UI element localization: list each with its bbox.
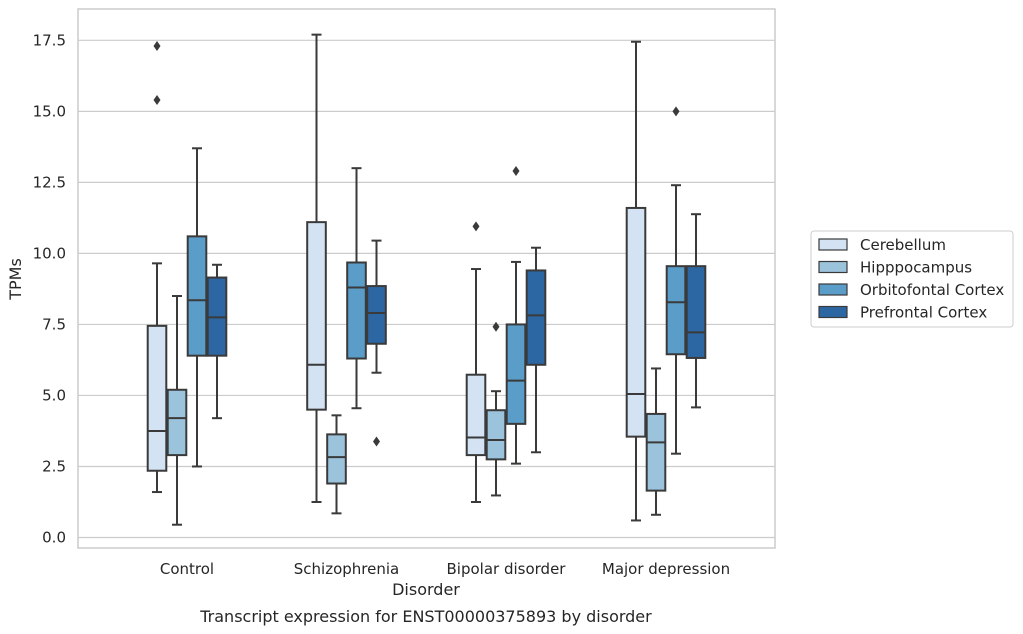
box-prefrontal-cortex [525, 246, 547, 454]
y-tick-label: 7.5 [42, 315, 66, 333]
y-tick-label: 17.5 [33, 31, 66, 49]
outlier-point [153, 94, 161, 105]
x-tick-label: Major depression [602, 560, 730, 578]
y-axis-tick-labels: 0.0 2.5 5.0 7.5 10.0 12.5 15.0 17.5 [33, 31, 66, 546]
y-tick-label: 12.5 [33, 173, 66, 191]
box-orbitofontal-cortex [346, 167, 367, 410]
iqr-box [166, 388, 188, 457]
legend-label: Prefrontal Cortex [860, 304, 987, 322]
box-prefrontal-cortex [685, 213, 707, 409]
outlier-point [492, 321, 500, 332]
y-tick-label: 15.0 [33, 102, 66, 120]
box-cerebellum [465, 221, 487, 503]
x-axis-tick-labels: Control Schizophrenia Bipolar disorder Majo… [160, 560, 730, 578]
y-axis-title: TPMs [6, 258, 25, 301]
outlier-point [672, 106, 680, 117]
iqr-box [186, 235, 208, 357]
box-orbitofontal-cortex [665, 106, 687, 455]
legend-frame [810, 230, 1014, 328]
box-orbitofontal-cortex [505, 166, 527, 465]
y-tick-label: 2.5 [42, 457, 66, 475]
iqr-box [465, 373, 487, 457]
iqr-box [146, 324, 168, 472]
box-cerebellum [306, 33, 327, 503]
legend-label: Cerebellum [860, 236, 946, 254]
iqr-box [346, 261, 367, 360]
y-tick-label: 0.0 [42, 529, 66, 547]
iqr-box [306, 221, 327, 411]
x-axis-title: Disorder [392, 580, 460, 599]
plot-area-frame [77, 8, 776, 549]
box-cerebellum [146, 41, 168, 494]
legend: Cerebellum Hipppocampus Orbitofontal Corte… [810, 230, 1014, 328]
box-prefrontal-cortex [366, 239, 387, 447]
iqr-box [485, 409, 507, 461]
y-tick-label: 5.0 [42, 386, 66, 404]
chart-caption: Transcript expression for ENST0000037589… [199, 607, 652, 626]
box-hipppocampus [645, 367, 667, 516]
x-tick-label: Control [160, 560, 214, 578]
outlier-point [373, 436, 380, 447]
iqr-box [505, 323, 527, 425]
outlier-point [472, 221, 480, 232]
iqr-box [326, 433, 347, 485]
legend-swatch [818, 283, 848, 296]
iqr-box [625, 206, 647, 438]
y-tick-label: 10.0 [33, 244, 66, 262]
iqr-box [665, 265, 687, 356]
legend-swatch [818, 260, 848, 274]
box-cerebellum [625, 40, 647, 522]
legend-swatch [818, 238, 848, 251]
box-series [146, 33, 707, 526]
box-hipppocampus [485, 321, 507, 497]
box-prefrontal-cortex [206, 263, 228, 420]
iqr-box [645, 412, 667, 492]
iqr-box [366, 285, 387, 345]
box-orbitofontal-cortex [186, 147, 208, 468]
legend-label: Orbitofontal Cortex [860, 281, 1004, 299]
x-tick-label: Bipolar disorder [447, 560, 567, 578]
box-hipppocampus [166, 295, 188, 526]
legend-label: Hipppocampus [860, 259, 972, 277]
outlier-point [153, 41, 161, 52]
x-tick-label: Schizophrenia [294, 560, 399, 578]
legend-swatch [818, 305, 848, 319]
iqr-box [685, 265, 707, 359]
outlier-point [512, 166, 520, 177]
iqr-box [525, 269, 547, 366]
box-hipppocampus [326, 414, 347, 515]
